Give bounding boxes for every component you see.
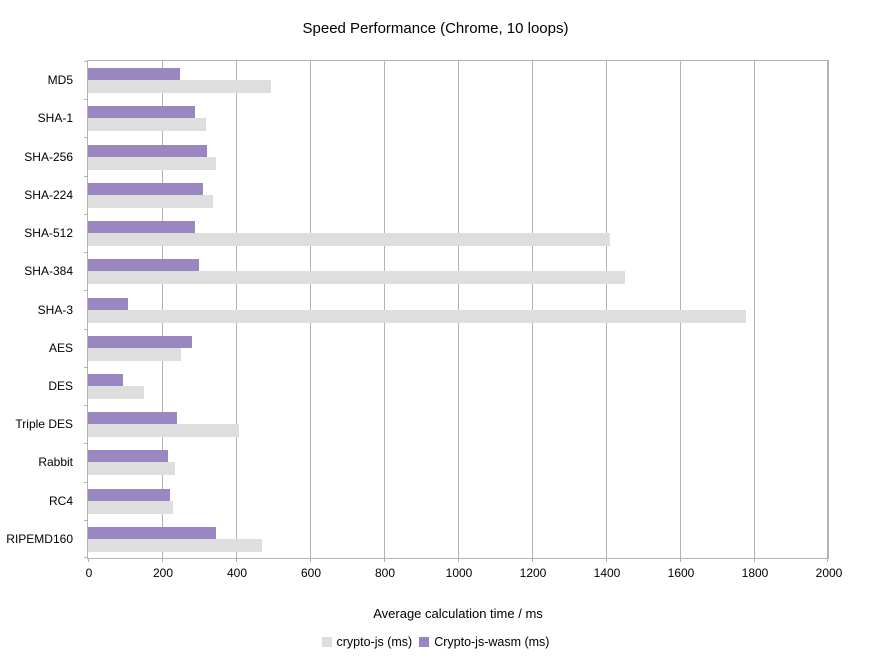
- y-axis-category-label: SHA-512: [24, 226, 73, 241]
- y-axis-category-label: RC4: [48, 493, 73, 508]
- x-axis-tick-label: 600: [300, 566, 322, 580]
- bar-crypto-js-ms-: [88, 424, 239, 438]
- x-axis-tick: [236, 559, 237, 562]
- y-axis-tick: [84, 290, 87, 291]
- y-axis-tick: [84, 214, 87, 215]
- x-axis-tick: [384, 559, 385, 562]
- x-axis-tick-label: 1400: [593, 566, 621, 580]
- bar-crypto-js-ms-: [88, 538, 263, 552]
- x-axis-tick-labels: 0 200 400 600 800 1000 1200 1400 1600 1800 2000: [85, 566, 843, 582]
- bar-crypto-js-ms-: [88, 271, 626, 285]
- bar-crypto-js-wasm-ms-: [88, 526, 216, 539]
- x-axis-tick-label: 1000: [445, 566, 473, 580]
- bar-crypto-js-ms-: [88, 500, 174, 514]
- gridline: [827, 61, 828, 558]
- y-axis-tick: [84, 443, 87, 444]
- y-axis-category-label: SHA-3: [37, 302, 73, 317]
- x-axis-tick-label: 1600: [667, 566, 695, 580]
- y-axis-tick: [84, 557, 87, 558]
- legend: crypto-js (ms) Crypto-js-wasm (ms): [0, 635, 871, 649]
- bar-crypto-js-wasm-ms-: [88, 106, 195, 119]
- bar-crypto-js-wasm-ms-: [88, 68, 180, 81]
- bar-crypto-js-ms-: [88, 118, 206, 132]
- x-axis-tick: [310, 559, 311, 562]
- x-axis-tick-label: 800: [374, 566, 396, 580]
- bar-crypto-js-ms-: [88, 309, 746, 323]
- x-axis-tick: [458, 559, 459, 562]
- bar-crypto-js-ms-: [88, 462, 176, 476]
- gridline: [754, 61, 755, 558]
- bar-crypto-js-wasm-ms-: [88, 373, 124, 386]
- x-axis-tick: [532, 559, 533, 562]
- legend-label: Crypto-js-wasm (ms): [434, 635, 550, 649]
- x-axis-tick: [827, 559, 828, 562]
- x-axis-tick-label: 1200: [519, 566, 547, 580]
- legend-swatch: [419, 637, 430, 647]
- y-axis-category-label: SHA-1: [37, 111, 73, 126]
- y-axis-tick: [84, 137, 87, 138]
- x-axis-tick-label: 0: [85, 566, 93, 580]
- bar-crypto-js-ms-: [88, 347, 181, 361]
- bar-crypto-js-wasm-ms-: [88, 297, 128, 310]
- y-axis-tick: [84, 329, 87, 330]
- y-axis-category-label: Triple DES: [15, 417, 73, 432]
- bar-crypto-js-wasm-ms-: [88, 450, 168, 463]
- y-axis-category-label: SHA-256: [24, 149, 73, 164]
- bar-crypto-js-wasm-ms-: [88, 412, 177, 425]
- y-axis-tick: [84, 99, 87, 100]
- bar-crypto-js-ms-: [88, 194, 213, 208]
- bar-crypto-js-ms-: [88, 156, 216, 170]
- bar-crypto-js-wasm-ms-: [88, 335, 192, 348]
- y-axis-tick: [84, 252, 87, 253]
- y-axis-category-label: RIPEMD160: [6, 531, 73, 546]
- x-axis-tick-label: 2000: [815, 566, 843, 580]
- bar-crypto-js-ms-: [88, 385, 144, 399]
- x-axis-tick-label: 200: [152, 566, 174, 580]
- bar-crypto-js-wasm-ms-: [88, 221, 195, 234]
- bar-crypto-js-wasm-ms-: [88, 182, 203, 195]
- y-axis-category-label: MD5: [47, 73, 73, 88]
- y-axis-category-label: DES: [48, 378, 73, 393]
- legend-swatch: [321, 637, 332, 647]
- x-axis-tick: [162, 559, 163, 562]
- y-axis-tick: [84, 176, 87, 177]
- y-axis-tick: [84, 520, 87, 521]
- y-axis-tick: [84, 405, 87, 406]
- y-axis-category-label: SHA-384: [24, 264, 73, 279]
- bar-crypto-js-wasm-ms-: [88, 144, 207, 157]
- x-axis-tick-label: 1800: [741, 566, 769, 580]
- chart-title: Speed Performance (Chrome, 10 loops): [302, 20, 569, 37]
- y-axis-category-label: SHA-224: [24, 187, 73, 202]
- x-axis-tick: [606, 559, 607, 562]
- x-axis-tick: [754, 559, 755, 562]
- legend-item: Crypto-js-wasm (ms): [419, 635, 549, 649]
- x-axis-tick: [88, 559, 89, 562]
- y-axis-category-label: Rabbit: [38, 455, 73, 470]
- plot-area: [84, 60, 829, 562]
- y-axis-labels: MD5 SHA-1 SHA-256 SHA-224 SHA-512 SHA-384 SHA-…: [0, 60, 80, 559]
- y-axis-tick: [84, 61, 87, 62]
- y-axis-category-label: AES: [48, 340, 73, 355]
- bar-crypto-js-wasm-ms-: [88, 259, 199, 272]
- y-axis-tick: [84, 482, 87, 483]
- x-axis-tick-label: 400: [226, 566, 248, 580]
- y-axis-tick: [84, 367, 87, 368]
- x-axis-tick: [680, 559, 681, 562]
- legend-item: crypto-js (ms): [321, 635, 413, 649]
- bar-crypto-js-ms-: [88, 233, 610, 247]
- bar-crypto-js-wasm-ms-: [88, 488, 171, 501]
- legend-label: crypto-js (ms): [336, 635, 413, 649]
- bar-crypto-js-ms-: [88, 80, 272, 94]
- x-axis-title: Average calculation time / ms: [373, 606, 543, 621]
